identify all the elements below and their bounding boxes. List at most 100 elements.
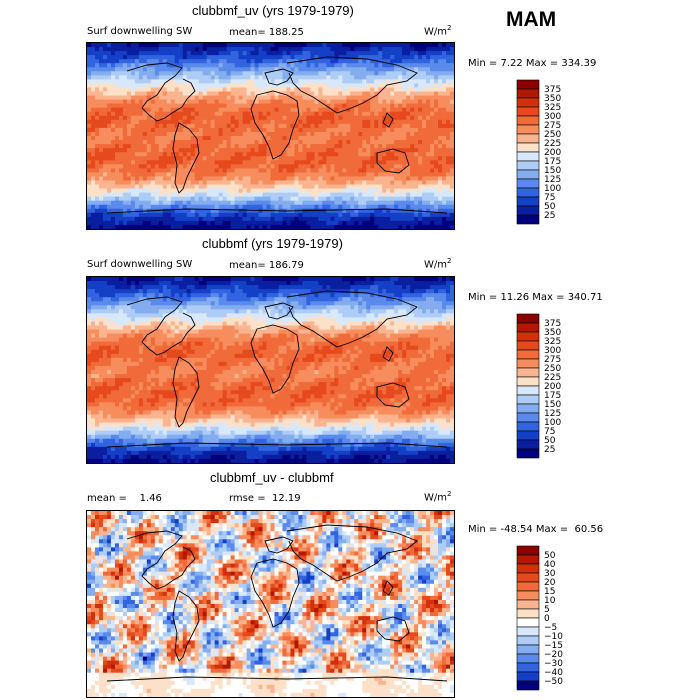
panel-1-map-cell — [126, 79, 132, 85]
panel-1-map-cell — [446, 71, 451, 76]
panel-1-map-cell — [418, 51, 423, 56]
panel-1-map-cell — [302, 200, 307, 206]
panel-1-map-cell — [226, 43, 232, 48]
panel-1-map-cell — [250, 103, 256, 109]
panel-1-map-cell — [370, 83, 375, 89]
panel-1-map-cell — [87, 196, 92, 202]
panel-1-map-cell — [110, 216, 116, 222]
panel-2-map-cell — [322, 285, 327, 290]
panel-1-map-cell — [318, 148, 323, 153]
panel-1-map-cell — [406, 63, 411, 68]
panel-1-map-cell — [322, 131, 327, 137]
panel-1-map-cell — [346, 144, 351, 149]
panel-1-map-cell — [242, 79, 248, 85]
panel-2-map-cell — [402, 277, 407, 282]
panel-1-map-cell — [162, 103, 168, 109]
panel-1-map-cell — [210, 156, 216, 161]
panel-2-map-cell — [258, 277, 264, 282]
panel-1-map-cell — [146, 192, 152, 198]
panel-1-map-cell — [190, 127, 196, 133]
panel-1-map-cell — [246, 160, 252, 165]
panel-1-map-cell — [162, 99, 168, 105]
panel-1-map-cell — [438, 200, 443, 206]
panel-1-map-cell — [358, 115, 363, 121]
panel-1-map-cell — [150, 216, 156, 222]
panel-1-map-cell — [298, 200, 304, 206]
panel-1-map-cell — [346, 107, 351, 113]
panel-1-map-cell — [282, 59, 288, 64]
panel-1-map-cell — [346, 160, 351, 165]
panel-1-map-cell — [330, 184, 335, 190]
panel-2-map-cell — [442, 285, 447, 290]
panel-1-map-cell — [266, 99, 272, 105]
panel-2-map-cell — [274, 301, 280, 306]
panel-1-map-cell — [306, 87, 311, 93]
panel-1-map-cell — [182, 172, 188, 178]
panel-1-map-cell — [110, 176, 116, 182]
panel-1-map-cell — [446, 192, 451, 198]
panel-1-map-cell — [242, 196, 248, 202]
panel-1-map-cell — [350, 176, 355, 182]
panel-1-map-cell — [194, 115, 200, 121]
panel-1-map-cell — [410, 168, 415, 173]
panel-2-map-cell — [194, 293, 200, 298]
panel-1-map-cell — [330, 180, 335, 186]
panel-1-map-cell — [118, 95, 124, 101]
panel-1-map-cell — [230, 184, 236, 190]
panel-1-map-cell — [242, 208, 248, 214]
panel-1-map-cell — [150, 47, 156, 52]
panel-1-map-cell — [238, 148, 244, 153]
panel-1-map-cell — [422, 192, 427, 198]
panel-1-map-cell — [302, 67, 307, 72]
panel-1-map-cell — [330, 204, 335, 210]
panel-1-map-cell — [222, 172, 228, 178]
panel-1-map-cell — [198, 51, 204, 56]
panel-1-map-cell — [322, 119, 327, 125]
panel-1-map-cell — [318, 216, 323, 222]
panel-1-map-cell — [326, 196, 331, 202]
panel-1-map-cell — [330, 216, 335, 222]
panel-1-map-cell — [102, 204, 108, 210]
panel-1-map-cell — [102, 119, 108, 125]
panel-1-map-cell — [326, 216, 331, 222]
panel-1-map-cell — [234, 67, 240, 72]
panel-1-map-cell — [402, 220, 407, 226]
panel-1-map-cell — [190, 119, 196, 125]
panel-1-map-cell — [266, 180, 272, 186]
panel-1-map-cell — [446, 196, 451, 202]
panel-1-colorbar-swatch — [516, 160, 540, 171]
panel-2-map-cell — [94, 289, 100, 294]
panel-1-map-cell — [87, 156, 92, 161]
panel-1-map-cell — [202, 164, 208, 169]
panel-1-map-cell — [150, 144, 156, 149]
panel-1-map-cell — [142, 131, 148, 137]
panel-1-map-cell — [242, 192, 248, 198]
panel-2-map-cell — [194, 297, 200, 302]
panel-1-map-cell — [386, 91, 391, 97]
panel-1-map-cell — [146, 172, 152, 178]
panel-1-map-cell — [426, 111, 431, 117]
panel-1-map-cell — [370, 91, 375, 97]
panel-2-map-cell — [406, 277, 411, 282]
panel-1-map-cell — [278, 127, 284, 133]
panel-1-map-cell — [250, 99, 256, 105]
panel-1-map-cell — [226, 176, 232, 182]
panel-1-map-cell — [134, 67, 140, 72]
panel-2-map-cell — [242, 305, 248, 310]
panel-2-map-cell — [286, 289, 292, 294]
panel-1-map-cell — [294, 180, 300, 186]
panel-1-map-cell — [294, 172, 300, 178]
panel-2-map-cell — [326, 277, 331, 282]
panel-1-map-cell — [238, 55, 244, 60]
panel-1-map-cell — [378, 103, 383, 109]
panel-1-map-cell — [378, 83, 383, 89]
panel-1-map-cell — [90, 200, 96, 206]
panel-1-map-cell — [214, 103, 220, 109]
panel-1-map-cell — [182, 204, 188, 210]
panel-1-map-cell — [426, 99, 431, 105]
panel-1-map-cell — [402, 75, 407, 80]
panel-1-map-cell — [366, 99, 371, 105]
panel-1-map-cell — [230, 172, 236, 178]
panel-2-map-cell — [406, 285, 411, 290]
panel-1-map-cell — [270, 123, 276, 129]
